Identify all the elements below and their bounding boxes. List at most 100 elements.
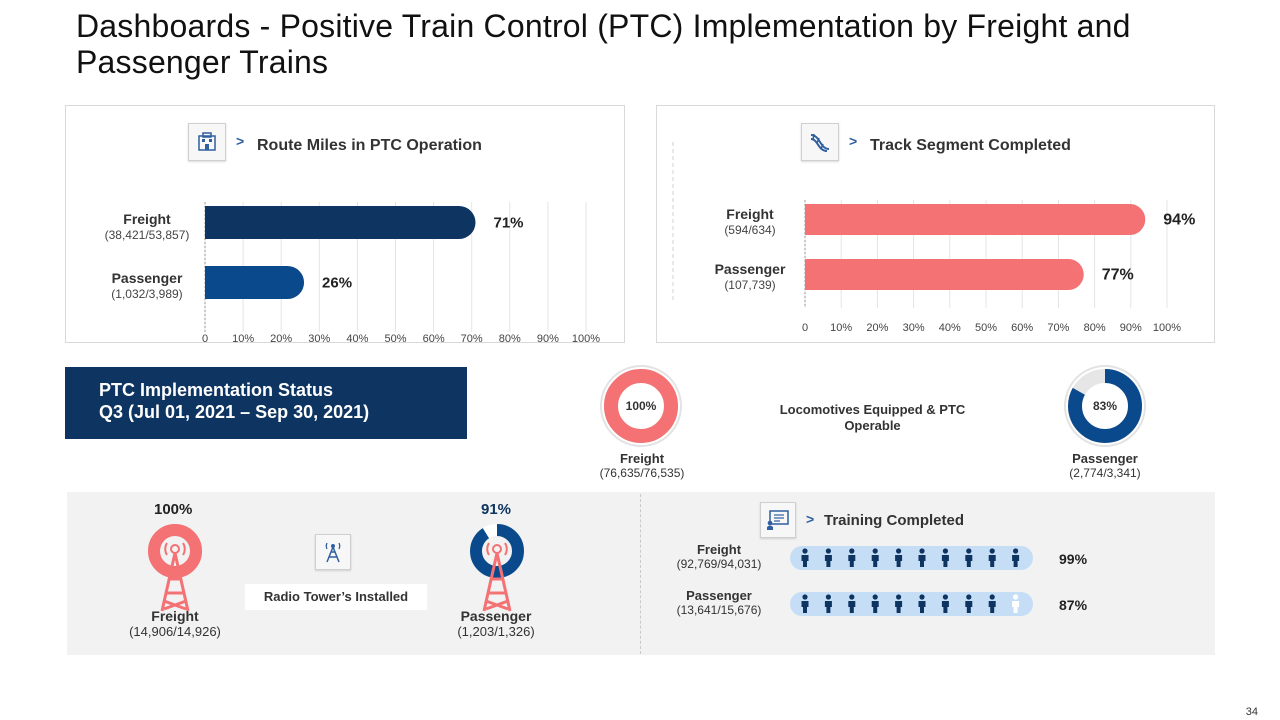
- person-icon: [918, 548, 926, 567]
- passenger-tower-name: Passenger: [460, 608, 532, 624]
- freight-donut-value: 100%: [626, 399, 657, 413]
- route-freight-detail: (38,421/53,857): [104, 228, 190, 242]
- passenger-donut-graphic: 83%: [1064, 365, 1146, 447]
- x-tick-label: 0: [802, 322, 808, 334]
- bar-value-label: 26%: [322, 275, 352, 292]
- freight-tower-name: Freight: [151, 608, 199, 624]
- passenger-donut-value: 83%: [1093, 399, 1117, 413]
- bottom-band: [67, 492, 1215, 655]
- person-icon: [848, 594, 856, 613]
- x-tick-label: 0: [202, 333, 208, 342]
- x-tick-label: 50%: [384, 333, 406, 342]
- route-miles-chart: 0 10% 20% 30% 40% 50% 60% 70% 80% 90% 100% 71% 26%: [202, 202, 600, 342]
- page-number: 34: [1245, 706, 1258, 718]
- status-line-2: Q3 (Jul 01, 2021 – Sep 30, 2021): [99, 402, 370, 422]
- training-icon: [760, 502, 796, 538]
- track-segment-chart: 0 10% 20% 30% 40% 50% 60% 70% 80% 90% 100% 94% 77%: [802, 200, 1195, 334]
- chevron-right-icon: >: [236, 133, 245, 149]
- training-freight-people: [801, 548, 1020, 567]
- x-tick-label: 30%: [308, 333, 330, 342]
- track-segment-panel: > Track Segment Completed Freight (594/6…: [656, 105, 1215, 343]
- passenger-locomotive-detail: (2,774/3,341): [1069, 466, 1141, 480]
- building-icon: [188, 123, 226, 161]
- freight-tower-detail: (14,906/14,926): [129, 624, 221, 639]
- track-passenger-label: Passenger (107,739): [695, 261, 805, 293]
- person-icon: [801, 548, 809, 567]
- freight-locomotive-detail: (76,635/76,535): [599, 466, 685, 480]
- track-freight-name: Freight: [726, 206, 774, 222]
- x-tick-label: 100%: [1153, 322, 1181, 334]
- bar-freight: [805, 204, 1146, 235]
- bar-value-label: 77%: [1102, 267, 1134, 284]
- person-icon: [965, 548, 973, 567]
- training-freight-detail: (92,769/94,031): [676, 557, 762, 571]
- person-icon: [965, 594, 973, 613]
- person-icon: [895, 594, 903, 613]
- section-divider: [640, 494, 641, 654]
- freight-tower-value: 100%: [154, 501, 193, 518]
- x-tick-label: 80%: [499, 333, 521, 342]
- person-icon: [941, 594, 949, 613]
- dashed-guide-line: [672, 142, 674, 302]
- person-icon: [871, 594, 879, 613]
- x-tick-label: 80%: [1084, 322, 1106, 334]
- x-tick-label: 40%: [939, 322, 961, 334]
- passenger-tower-caption: Passenger (1,203/1,326): [436, 608, 556, 640]
- training-passenger-bar: [790, 592, 1033, 616]
- radio-towers-label: Radio Tower’s Installed: [245, 584, 427, 610]
- training-freight-bar: [790, 546, 1033, 570]
- passenger-tower-detail: (1,203/1,326): [457, 624, 535, 639]
- x-tick-label: 40%: [346, 333, 368, 342]
- person-icon: [1012, 594, 1020, 613]
- route-freight-name: Freight: [123, 211, 171, 227]
- training-passenger-detail: (13,641/15,676): [676, 603, 762, 617]
- route-freight-label: Freight (38,421/53,857): [92, 211, 202, 243]
- route-passenger-name: Passenger: [111, 270, 183, 286]
- freight-tower-caption: Freight (14,906/14,926): [115, 608, 235, 640]
- chevron-right-icon: >: [806, 511, 815, 527]
- person-icon: [824, 548, 832, 567]
- x-tick-label: 70%: [461, 333, 483, 342]
- freight-radio-tower-graphic: [148, 524, 202, 612]
- bar-passenger: [205, 266, 305, 299]
- x-tick-label: 20%: [866, 322, 888, 334]
- passenger-locomotive-donut: 83%: [1063, 364, 1147, 448]
- x-tick-label: 10%: [830, 322, 852, 334]
- track-freight-label: Freight (594/634): [695, 206, 805, 238]
- person-icon: [918, 594, 926, 613]
- bar-value-label: 94%: [1163, 212, 1195, 229]
- person-icon: [895, 548, 903, 567]
- freight-locomotive-name: Freight: [619, 451, 665, 466]
- route-miles-heading: Route Miles in PTC Operation: [257, 137, 482, 154]
- person-icon: [824, 594, 832, 613]
- x-tick-label: 60%: [423, 333, 445, 342]
- x-tick-label: 60%: [1011, 322, 1033, 334]
- x-tick-label: 100%: [572, 333, 600, 342]
- passenger-tower-value: 91%: [481, 501, 512, 518]
- x-tick-label: 90%: [537, 333, 559, 342]
- track-passenger-detail: (107,739): [724, 278, 776, 292]
- route-passenger-label: Passenger (1,032/3,989): [92, 270, 202, 302]
- route-miles-panel: > Route Miles in PTC Operation Freight (…: [65, 105, 625, 343]
- training-passenger-name: Passenger: [686, 588, 752, 603]
- track-segment-heading: Track Segment Completed: [870, 137, 1071, 154]
- x-tick-label: 70%: [1047, 322, 1069, 334]
- training-passenger-people: [801, 594, 1020, 613]
- x-tick-label: 30%: [903, 322, 925, 334]
- person-icon: [988, 548, 996, 567]
- person-icon: [988, 594, 996, 613]
- route-passenger-detail: (1,032/3,989): [111, 287, 183, 301]
- bar-value-label: 71%: [494, 215, 524, 232]
- status-line-1: PTC Implementation Status: [99, 380, 334, 400]
- x-tick-label: 90%: [1120, 322, 1142, 334]
- bar-freight: [205, 206, 476, 239]
- training-freight-label: Freight (92,769/94,031): [660, 542, 778, 572]
- training-freight-value: 99%: [1059, 551, 1088, 567]
- bar-passenger: [805, 259, 1084, 290]
- freight-donut-graphic: 100%: [600, 365, 682, 447]
- passenger-locomotive-caption: Passenger (2,774/3,341): [1045, 451, 1165, 481]
- training-passenger-value: 87%: [1059, 597, 1088, 613]
- x-tick-label: 20%: [270, 333, 292, 342]
- page-title: Dashboards - Positive Train Control (PTC…: [76, 8, 1131, 80]
- track-passenger-name: Passenger: [714, 261, 786, 277]
